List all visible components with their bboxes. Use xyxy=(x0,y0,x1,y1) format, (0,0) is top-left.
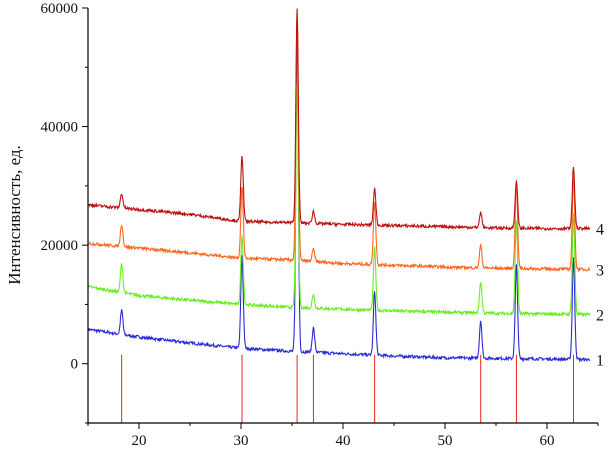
y-tick-label: 20000 xyxy=(41,238,79,254)
series-label-3: 3 xyxy=(596,262,604,279)
y-axis-title: Интенсивность, ед. xyxy=(5,145,24,285)
y-tick-label: 40000 xyxy=(41,120,79,136)
y-tick-label: 0 xyxy=(71,357,79,373)
series-label-2: 2 xyxy=(596,308,604,325)
reference-lines xyxy=(121,354,575,423)
x-tick-label: 60 xyxy=(540,433,555,449)
series-line-1 xyxy=(87,21,591,363)
series-line-4 xyxy=(87,8,591,232)
x-tick-label: 30 xyxy=(234,433,249,449)
axes xyxy=(87,8,598,424)
series-label-1: 1 xyxy=(596,353,604,370)
x-tick-label: 20 xyxy=(132,433,147,449)
ticks: 20 30 40 50 60 0 20000 40000 60000 xyxy=(41,1,599,449)
series-line-2 xyxy=(87,83,591,318)
series-group xyxy=(87,8,591,363)
series-label-4: 4 xyxy=(596,222,604,239)
x-tick-label: 40 xyxy=(336,433,351,449)
series-labels: 1 2 3 4 xyxy=(596,222,604,370)
y-tick-label: 60000 xyxy=(41,1,79,17)
series-line-3 xyxy=(87,12,591,273)
x-tick-label: 50 xyxy=(438,433,453,449)
